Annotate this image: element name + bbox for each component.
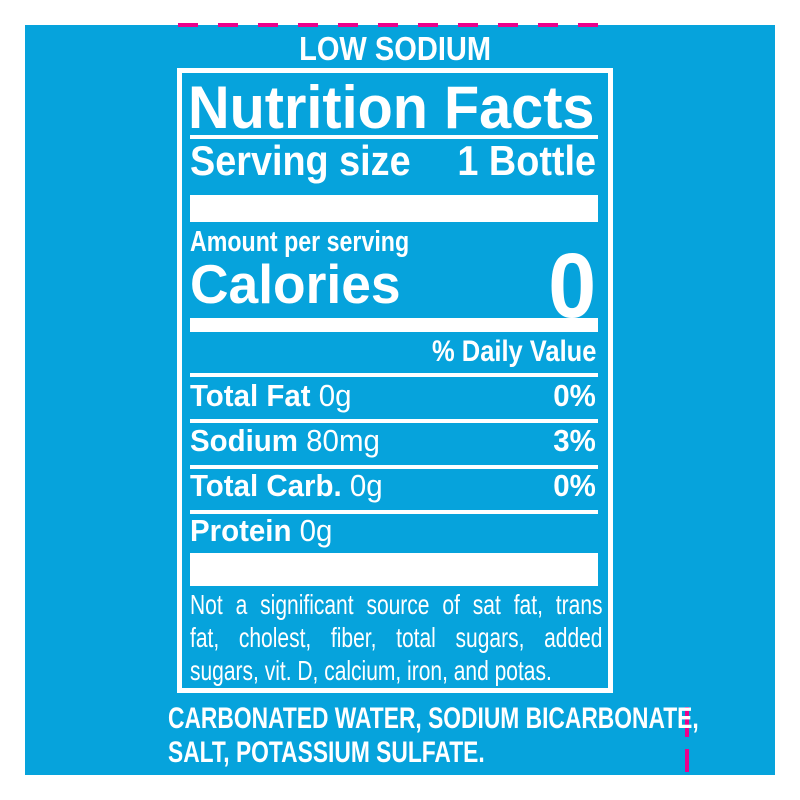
panel-title: Nutrition Facts bbox=[188, 74, 595, 141]
low-sodium-claim-text: LOW SODIUM bbox=[299, 30, 491, 67]
nutrient-divider-rule bbox=[190, 465, 598, 469]
nutrient-divider-rule bbox=[190, 373, 598, 377]
amount-per-serving-label: Amount per serving bbox=[190, 226, 410, 258]
serving-size-label: Serving size bbox=[190, 137, 411, 184]
low-sodium-claim: LOW SODIUM bbox=[177, 32, 613, 65]
disclaimer-line: sugars, vit. D, calcium, iron, and potas… bbox=[190, 655, 552, 686]
not-significant-source-disclaimer: Not a significant source of sat fat, tra… bbox=[190, 588, 603, 687]
nutrient-name: Total Fat bbox=[190, 378, 311, 413]
nutrient-amount: 0g bbox=[349, 468, 383, 503]
serving-size-value: 1 Bottle bbox=[457, 137, 596, 184]
nutrient-daily-value: 0% bbox=[553, 468, 596, 503]
nutrient-divider-rule bbox=[190, 510, 598, 514]
nutrient-divider-rule bbox=[190, 419, 598, 423]
nutrient-row-total-fat: Total Fat 0g 0% bbox=[190, 380, 596, 420]
nutrient-amount: 80mg bbox=[306, 423, 380, 458]
nutrient-row-total-carb: Total Carb. 0g 0% bbox=[190, 470, 596, 510]
label-blue-background bbox=[25, 25, 775, 775]
nutrient-row-sodium: Sodium 80mg 3% bbox=[190, 425, 596, 465]
crop-mark-right-dash bbox=[685, 707, 689, 737]
disclaimer-line: fat, cholest, fiber, total sugars, added bbox=[190, 622, 603, 653]
nutrient-name: Total Carb. bbox=[190, 468, 342, 503]
ingredients-line: CARBONATED WATER, SODIUM BICARBONATE, bbox=[168, 702, 699, 735]
nutrient-name: Sodium bbox=[190, 423, 298, 458]
nutrition-facts-panel: Nutrition Facts Serving size 1 Bottle Am… bbox=[177, 68, 613, 693]
separator-bar-medium bbox=[190, 318, 598, 332]
crop-mark-right-dash bbox=[685, 749, 689, 772]
serving-size-row: Serving size 1 Bottle bbox=[190, 140, 596, 188]
nutrient-amount: 0g bbox=[318, 378, 352, 413]
separator-bar-bottom bbox=[190, 553, 598, 586]
ingredients-line: SALT, POTASSIUM SULFATE. bbox=[168, 736, 485, 769]
ingredients-list: CARBONATED WATER, SODIUM BICARBONATE, SA… bbox=[168, 702, 699, 770]
separator-bar-thick bbox=[190, 195, 598, 222]
nutrient-daily-value: 3% bbox=[553, 423, 596, 458]
calories-label: Calories bbox=[190, 253, 401, 315]
nutrient-name: Protein bbox=[190, 513, 292, 548]
nutrient-daily-value: 0% bbox=[553, 378, 596, 413]
title-divider-rule bbox=[190, 135, 598, 139]
crop-mark-top-dashed-line bbox=[178, 23, 615, 27]
disclaimer-line: Not a significant source of sat fat, tra… bbox=[190, 589, 603, 620]
nutrient-row-protein: Protein 0g bbox=[190, 515, 596, 555]
daily-value-header: % Daily Value bbox=[431, 335, 596, 368]
nutrient-amount: 0g bbox=[299, 513, 333, 548]
calories-value: 0 bbox=[547, 235, 596, 337]
